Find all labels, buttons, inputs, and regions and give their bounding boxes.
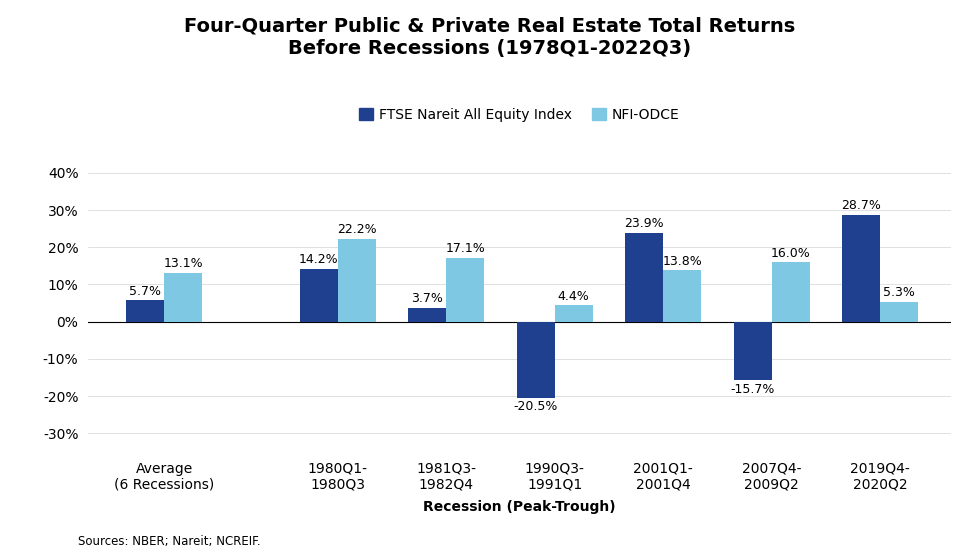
- Bar: [446, 258, 484, 322]
- Legend: FTSE Nareit All Equity Index, NFI-ODCE: FTSE Nareit All Equity Index, NFI-ODCE: [359, 107, 680, 122]
- Bar: [555, 305, 593, 322]
- Text: 28.7%: 28.7%: [841, 199, 881, 212]
- Text: 13.8%: 13.8%: [662, 255, 702, 268]
- Bar: [516, 322, 555, 398]
- Text: Four-Quarter Public & Private Real Estate Total Returns
Before Recessions (1978Q: Four-Quarter Public & Private Real Estat…: [184, 17, 796, 57]
- Text: 16.0%: 16.0%: [770, 246, 810, 260]
- Text: 13.1%: 13.1%: [164, 257, 203, 271]
- Text: Sources: NBER; Nareit; NCREIF.: Sources: NBER; Nareit; NCREIF.: [78, 535, 261, 548]
- Text: 14.2%: 14.2%: [299, 253, 338, 266]
- Bar: [663, 271, 701, 322]
- Bar: [126, 300, 164, 322]
- Text: 5.3%: 5.3%: [883, 287, 915, 299]
- Text: -15.7%: -15.7%: [730, 382, 775, 396]
- Bar: [771, 262, 809, 322]
- Text: 5.7%: 5.7%: [129, 285, 161, 298]
- Bar: [842, 215, 880, 322]
- Bar: [625, 233, 663, 322]
- Text: 4.4%: 4.4%: [558, 290, 590, 302]
- Text: 3.7%: 3.7%: [412, 292, 443, 305]
- Bar: [409, 308, 446, 322]
- Text: 17.1%: 17.1%: [445, 242, 485, 256]
- Bar: [880, 302, 918, 322]
- Text: 22.2%: 22.2%: [337, 224, 376, 236]
- Bar: [338, 239, 375, 322]
- Text: -20.5%: -20.5%: [514, 401, 558, 413]
- X-axis label: Recession (Peak-Trough): Recession (Peak-Trough): [423, 500, 615, 514]
- Bar: [164, 273, 202, 322]
- Bar: [300, 269, 338, 322]
- Text: 23.9%: 23.9%: [624, 217, 664, 230]
- Bar: [734, 322, 771, 380]
